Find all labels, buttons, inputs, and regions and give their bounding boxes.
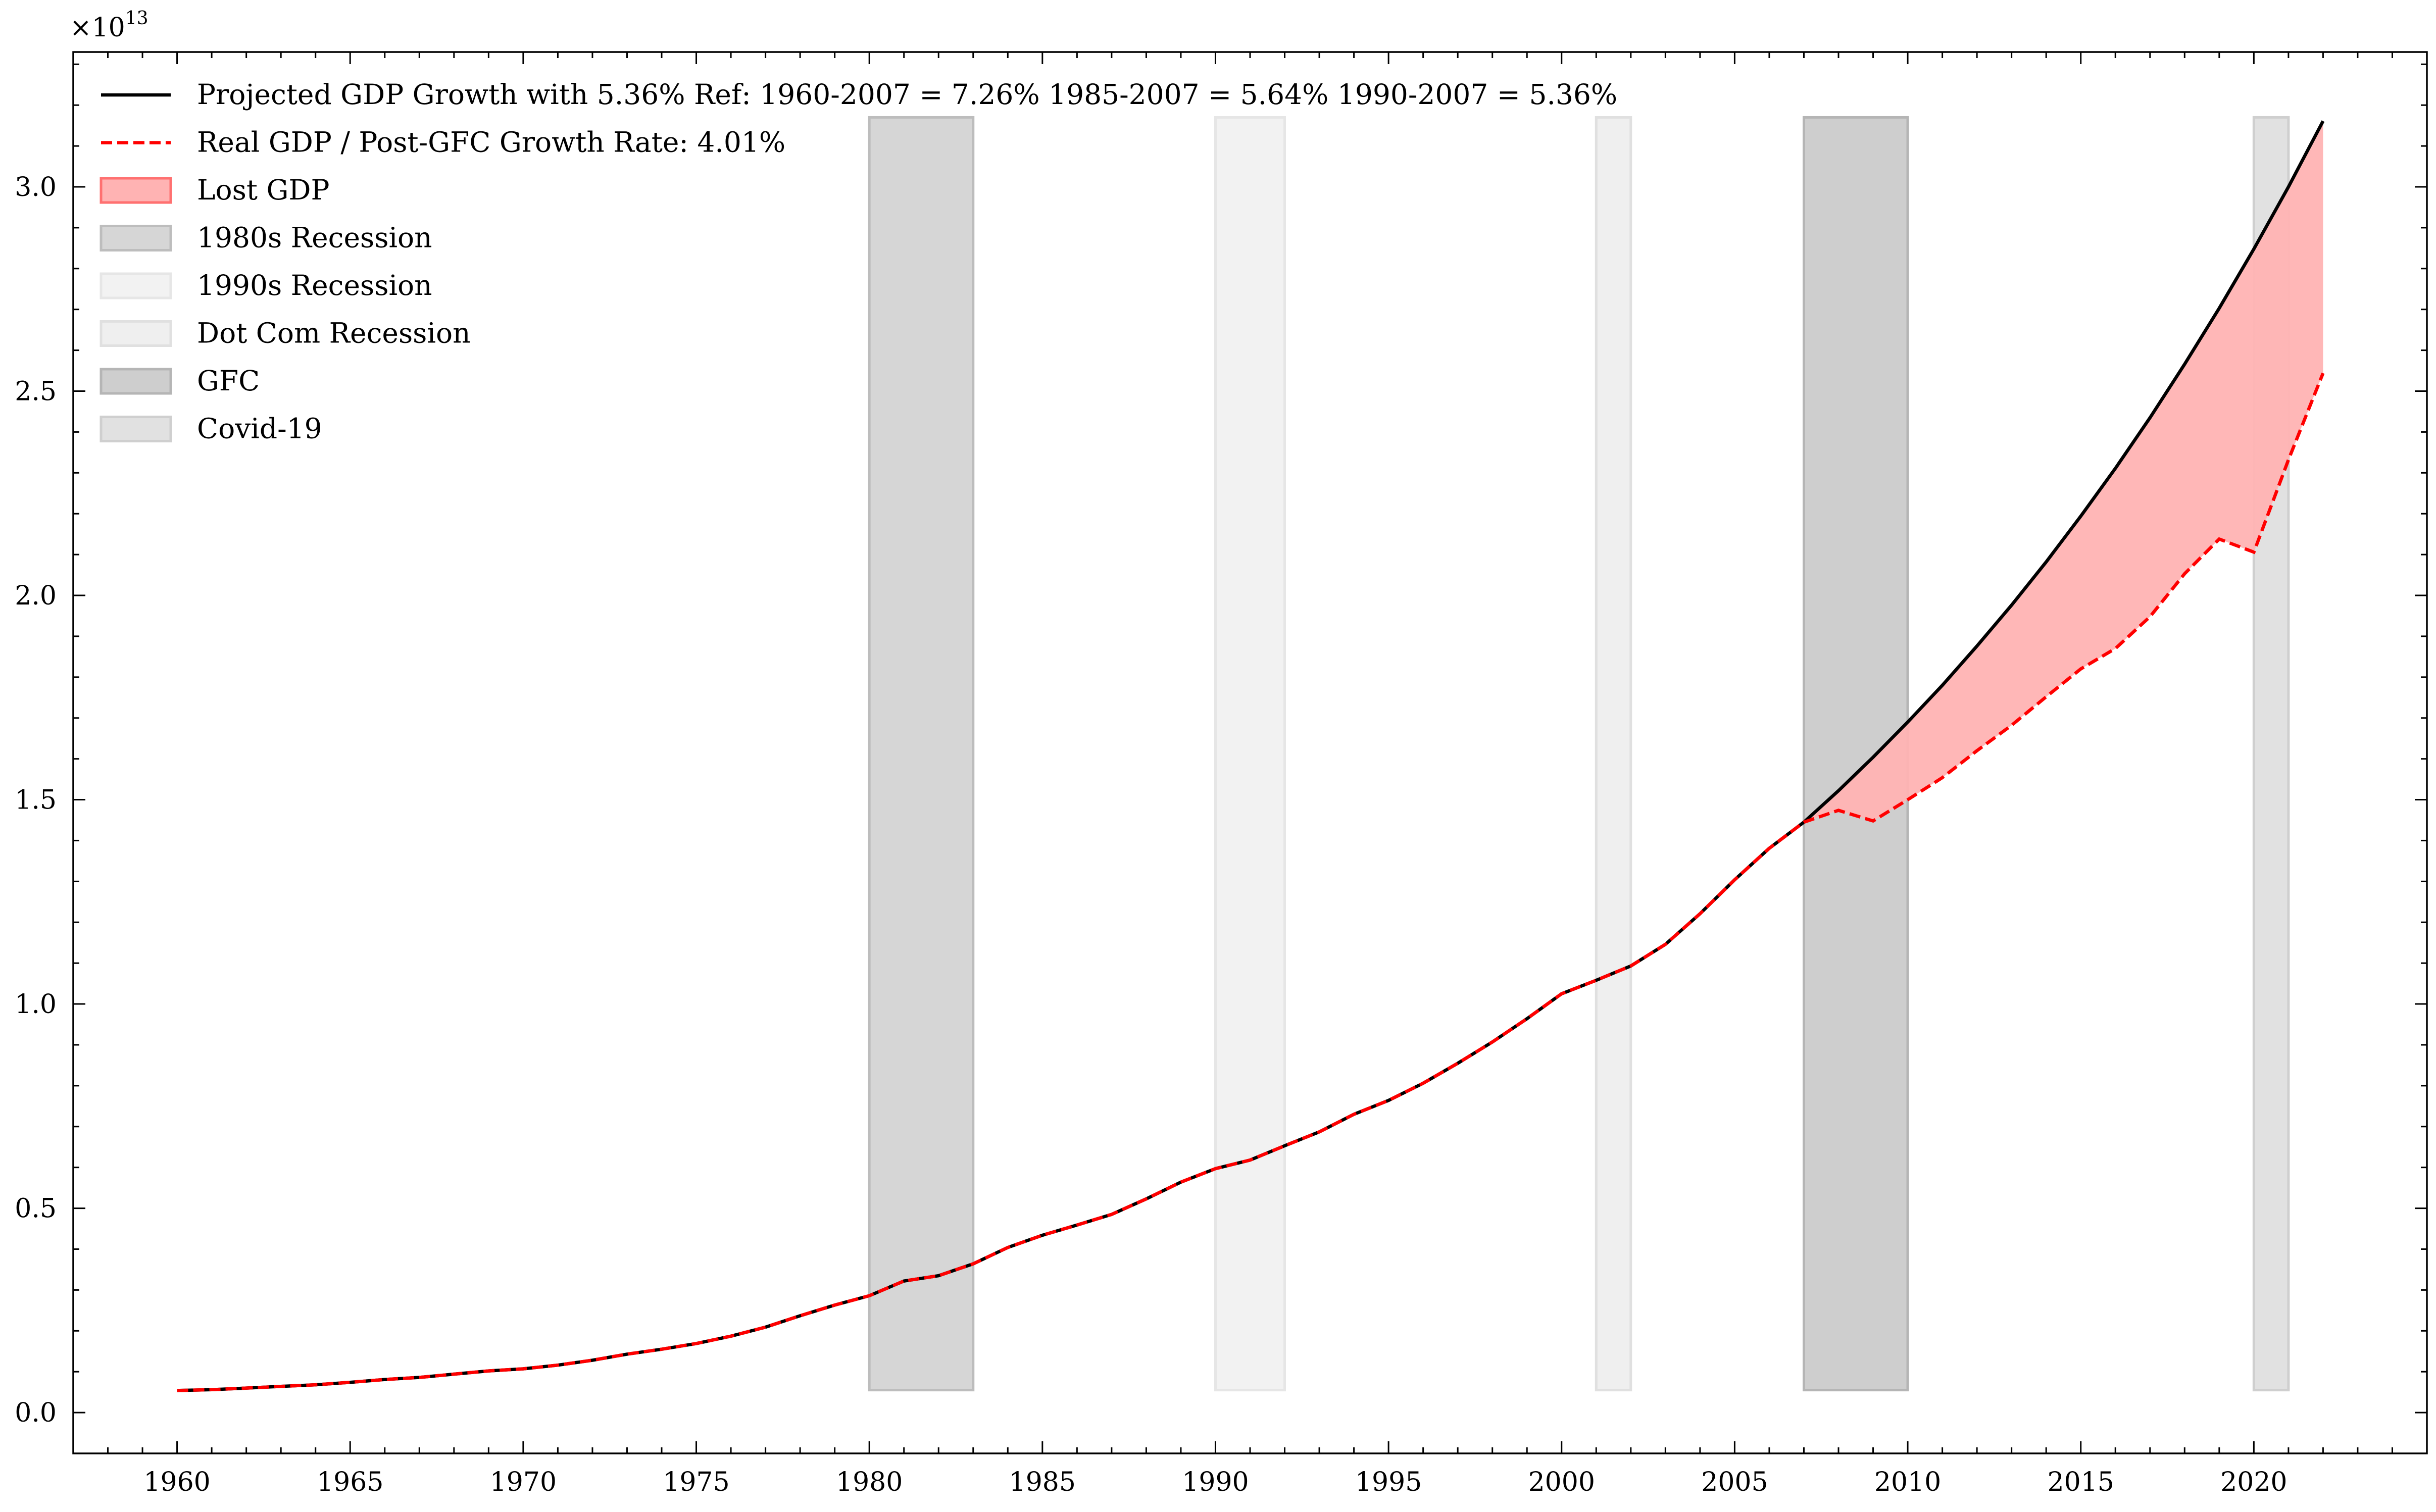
y-tick-label: 0.5 <box>15 1194 57 1224</box>
legend: Projected GDP Growth with 5.36% Ref: 196… <box>100 78 1617 445</box>
legend-label: Lost GDP <box>197 174 330 206</box>
legend-label: Dot Com Recession <box>197 317 471 349</box>
legend-swatch <box>100 272 172 299</box>
legend-label: Projected GDP Growth with 5.36% Ref: 196… <box>197 78 1617 111</box>
y-exponent-label: ×1013 <box>70 8 148 43</box>
legend-item: Lost GDP <box>100 174 330 206</box>
legend-item: 1980s Recession <box>100 222 432 254</box>
legend-item: Covid-19 <box>100 413 322 445</box>
legend-swatch <box>100 416 172 442</box>
y-tick-label: 2.0 <box>15 581 57 611</box>
x-tick-label: 1960 <box>143 1467 210 1497</box>
legend-item: GFC <box>100 365 260 397</box>
x-tick-label: 1970 <box>490 1467 557 1497</box>
legend-label: 1980s Recession <box>197 222 432 254</box>
legend-swatch <box>100 368 172 395</box>
x-tick-label: 2020 <box>2220 1467 2287 1497</box>
x-axis: 1960 1965 1970 1975 1980 1985 1990 1995 2000 2005… <box>72 52 2428 1497</box>
legend-label: 1990s Recession <box>197 269 432 301</box>
y-axis: 0.0 0.5 1.0 1.5 2.0 2.5 3.0 <box>15 63 2427 1428</box>
x-tick-label: 1990 <box>1182 1467 1249 1497</box>
y-tick-label: 0.0 <box>15 1398 57 1428</box>
x-tick-label: 1995 <box>1355 1467 1422 1497</box>
legend-swatch <box>100 177 172 204</box>
legend-item: Real GDP / Post-GFC Growth Rate: 4.01% <box>101 126 785 159</box>
svg-text:×1013: ×1013 <box>70 8 148 43</box>
x-tick-label: 2005 <box>1701 1467 1768 1497</box>
recession-bands <box>868 116 2290 1392</box>
recession-band-1990s-recession <box>1214 116 1286 1392</box>
legend-label: GFC <box>197 365 260 397</box>
x-tick-label: 1980 <box>836 1467 903 1497</box>
x-tick-label: 1965 <box>317 1467 383 1497</box>
x-tick-label: 2010 <box>1874 1467 1941 1497</box>
x-tick-label: 1975 <box>663 1467 729 1497</box>
legend-item: 1990s Recession <box>100 269 432 301</box>
x-tick-label: 1985 <box>1009 1467 1076 1497</box>
y-tick-label: 1.0 <box>15 989 57 1020</box>
y-tick-label: 3.0 <box>15 172 57 203</box>
legend-item: Projected GDP Growth with 5.36% Ref: 196… <box>101 78 1617 111</box>
real-gdp-line <box>177 372 2325 1392</box>
legend-label: Covid-19 <box>197 413 322 445</box>
recession-band-1980s-recession <box>868 116 975 1392</box>
x-tick-label: 2015 <box>2048 1467 2114 1497</box>
y-tick-label: 2.5 <box>15 377 57 407</box>
x-tick-label: 2000 <box>1528 1467 1595 1497</box>
legend-swatch <box>100 320 172 347</box>
legend-swatch <box>100 225 172 251</box>
legend-label: Real GDP / Post-GFC Growth Rate: 4.01% <box>197 126 785 159</box>
y-tick-label: 1.5 <box>15 785 57 816</box>
legend-item: Dot Com Recession <box>100 317 471 349</box>
recession-band-dot-com-recession <box>1595 116 1632 1392</box>
